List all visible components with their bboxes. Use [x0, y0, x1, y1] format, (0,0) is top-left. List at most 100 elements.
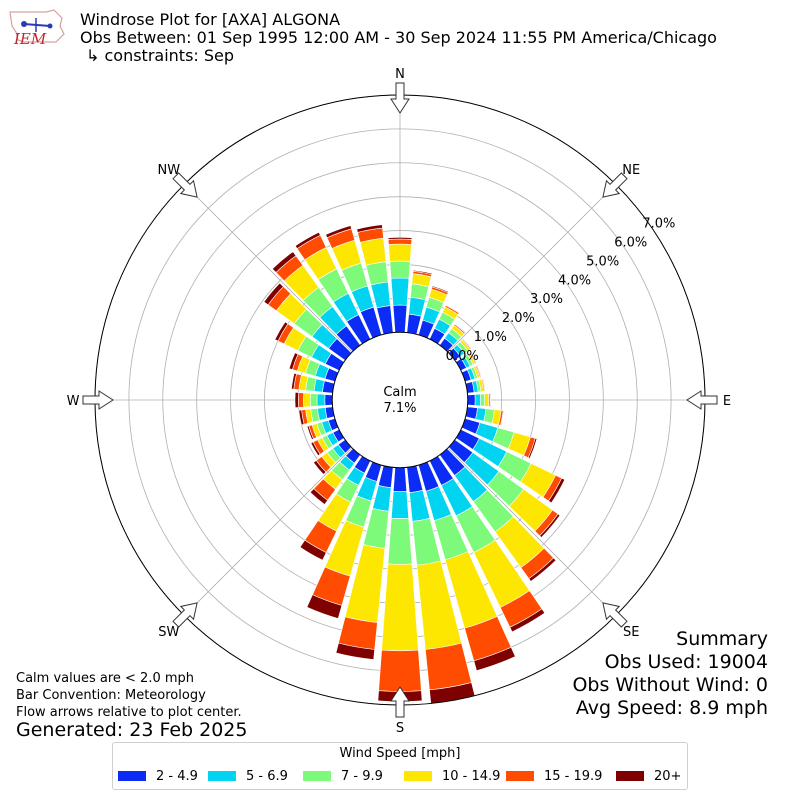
wind-bar-segment [454, 323, 467, 334]
legend-swatch [616, 771, 644, 781]
calm-value: 7.1% [383, 401, 416, 416]
wind-bar-segment [480, 393, 486, 407]
legend-label: 20+ [654, 768, 682, 784]
flow-arrow-shape [602, 602, 628, 628]
wind-bar-segment [306, 594, 343, 619]
wind-bar-segment [473, 646, 516, 672]
radial-tick-label: 0.0% [446, 349, 479, 364]
legend-item: 20+ [616, 768, 681, 784]
flow-arrow-icon [172, 172, 198, 198]
flow-arrow-icon [82, 390, 114, 410]
legend-item: 2 - 4.9 [118, 768, 198, 784]
wind-bar-segment [528, 557, 557, 582]
wind-bar-segment [309, 393, 318, 407]
wind-bar-segment [303, 392, 311, 408]
compass-label: N [395, 67, 405, 82]
wind-bar-segment [527, 437, 538, 459]
wind-bar-segment [378, 649, 422, 692]
wind-bar-segment [539, 513, 561, 538]
speed-legend: Wind Speed [mph] 2 - 4.9 5 - 6.9 7 - 9.9… [112, 742, 688, 790]
summary-obs-used: Obs Used: 19004 [604, 651, 768, 673]
wind-bar-segment [298, 409, 305, 426]
wind-bar-segment [462, 338, 472, 350]
wind-bar-segment [299, 539, 327, 561]
wind-bar-segment [408, 296, 426, 317]
flow-arrow-shape [82, 390, 114, 410]
iem-logo: IEM [6, 6, 68, 50]
compass-label: SW [158, 625, 179, 640]
legend-label: 10 - 14.9 [442, 768, 501, 784]
legend-label: 2 - 4.9 [156, 768, 198, 784]
flow-arrow-shape [390, 82, 410, 114]
summary-avg-speed: Avg Speed: 8.9 mph [575, 697, 768, 719]
summary-obs-without-wind: Obs Without Wind: 0 [572, 674, 768, 696]
wind-bar-segment [263, 282, 284, 306]
wind-bar-segment [392, 467, 408, 492]
logo-text: IEM [13, 30, 47, 48]
wind-bar-segment [467, 394, 476, 406]
wind-bar-segment [431, 285, 450, 294]
compass-label: SE [623, 625, 639, 640]
wind-bar-segment [316, 393, 326, 407]
legend-swatch [404, 771, 432, 781]
wind-bar-segment [387, 517, 413, 565]
wind-bar-segment [390, 277, 410, 306]
flow-arrow-icon [602, 172, 628, 198]
chart-title: Windrose Plot for [AXA] ALGONA [80, 10, 341, 29]
wind-bar-segment [271, 251, 297, 273]
wind-bar-segment [500, 410, 505, 426]
wind-bar-segment [389, 260, 411, 279]
wind-bar-segment [298, 392, 304, 408]
radial-tick-label: 6.0% [614, 235, 647, 250]
flow-arrow-icon [602, 602, 628, 628]
compass-label: S [396, 721, 404, 736]
wind-bar-segment [274, 321, 289, 342]
radial-tick-label: 5.0% [586, 254, 619, 269]
wind-bar-segment [381, 563, 419, 652]
radial-tick-label: 1.0% [474, 330, 507, 345]
legend-label: 15 - 19.9 [544, 768, 603, 784]
flow-arrow-shape [390, 686, 410, 718]
wind-bar-segment [356, 224, 383, 233]
wind-bar-segment [387, 237, 413, 240]
flow-arrow-shape [172, 602, 198, 628]
flow-arrow-icon [686, 390, 718, 410]
wind-bar-segment [324, 394, 333, 406]
compass-label: E [723, 394, 731, 409]
wind-bar-segment [406, 313, 422, 335]
bar-convention-note: Bar Convention: Meteorology [16, 688, 206, 703]
compass-label: NE [622, 163, 640, 178]
wind-bar-segment [390, 490, 410, 519]
legend-item: 7 - 9.9 [303, 768, 383, 784]
calm-label: Calm [383, 385, 416, 400]
obs-range-text: Obs Between: 01 Sep 1995 12:00 AM - 30 S… [80, 28, 717, 47]
wind-bar-segment [306, 425, 314, 440]
wind-bar-segment [412, 269, 433, 275]
wind-bar-segment [425, 642, 472, 691]
wind-bar-segment [288, 352, 299, 370]
generated-date: Generated: 23 Feb 2025 [16, 719, 248, 741]
radial-tick-label: 2.0% [502, 311, 535, 326]
wind-bar-segment [313, 460, 327, 475]
wind-bar-segment [392, 304, 408, 333]
legend-item: 15 - 19.9 [506, 768, 602, 784]
legend-swatch [208, 771, 236, 781]
constraints-text: ↳ constraints: Sep [86, 46, 235, 65]
calm-circle [331, 331, 469, 469]
wind-bar-segment [291, 372, 297, 390]
legend-swatch [303, 771, 331, 781]
summary-heading: Summary [676, 628, 768, 650]
legend-item: 5 - 6.9 [208, 768, 288, 784]
wind-bar-segment [489, 393, 492, 407]
legend-item: 10 - 14.9 [404, 768, 500, 784]
flow-arrow-icon [390, 686, 410, 718]
wind-bar-segment [372, 485, 392, 512]
legend-swatch [506, 771, 534, 781]
wind-bar-segment [484, 393, 490, 407]
compass-label: W [67, 394, 80, 409]
wind-bar-segment [482, 378, 486, 392]
legend-label: 7 - 9.9 [341, 768, 383, 784]
wind-bar-segment [335, 642, 375, 660]
wind-bar-segment [474, 393, 481, 407]
wind-bar-segment [387, 238, 413, 245]
